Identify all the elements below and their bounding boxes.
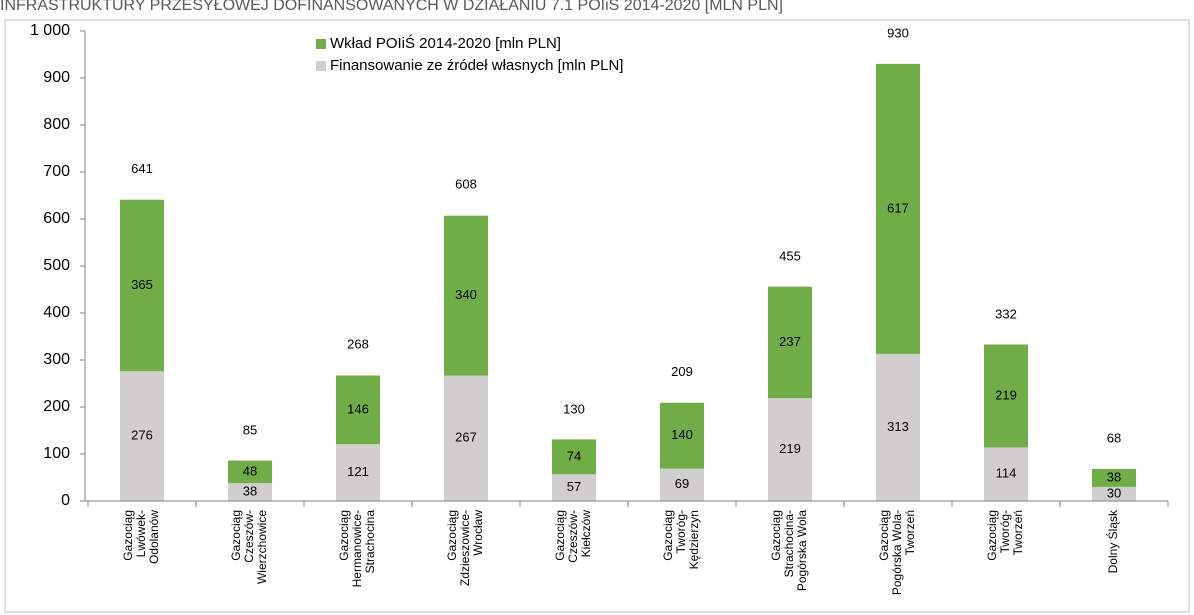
total-label: 455 (779, 249, 801, 264)
x-tick-label: Tworzeń (903, 510, 917, 555)
y-tick-label: 700 (43, 163, 70, 180)
value-label: 74 (567, 448, 581, 463)
legend-swatch (316, 39, 326, 49)
total-label: 130 (563, 401, 585, 416)
value-label: 38 (243, 484, 257, 499)
bar-segment (336, 375, 380, 445)
bar-segment (984, 447, 1028, 501)
bar-segment (876, 63, 920, 354)
bar-segment (1092, 469, 1136, 487)
bar-segment (552, 439, 596, 475)
x-tick-label: Gazociąg (121, 510, 135, 561)
x-tick-label: Gazociąg (985, 510, 999, 561)
chart-title: INFRASTRUKTURY PRZESYŁOWEJ DOFINANSOWANY… (0, 0, 783, 14)
value-label: 267 (455, 430, 477, 445)
total-label: 268 (347, 336, 369, 351)
x-tick-label: Pogórska Wola- (890, 510, 904, 595)
x-tick-label: Lwówek- (134, 510, 148, 557)
x-tick-label: Dolny Śląsk (1105, 509, 1120, 573)
x-tick-label: Tworóg- (998, 510, 1012, 553)
x-tick-label: Kędzierzyn (687, 510, 701, 569)
value-label: 114 (996, 466, 1017, 481)
x-tick-label: Gazociąg (445, 510, 459, 561)
x-tick-label: Gazociąg (877, 510, 891, 561)
x-tick-label: Wierzchowice (255, 510, 269, 584)
x-tick-label: Tworóg- (674, 510, 688, 553)
bar-segment (768, 398, 812, 501)
x-tick-label: Zdzieszowice- (458, 510, 472, 586)
legend-swatch (316, 61, 326, 71)
bar-segment (552, 474, 596, 501)
y-tick-label: 800 (43, 116, 70, 133)
bar-segment (984, 344, 1028, 448)
total-label: 332 (995, 306, 1017, 321)
value-label: 57 (567, 479, 581, 494)
bar-segment (768, 286, 812, 399)
value-label: 140 (671, 427, 693, 442)
bar-segment (120, 199, 164, 372)
y-tick-label: 200 (43, 398, 70, 415)
bar-segment (444, 375, 488, 501)
x-tick-label: Strachocina- (782, 510, 796, 577)
x-tick-label: Czeszów- (566, 510, 580, 563)
x-tick-label: Kiełczów (579, 510, 593, 558)
value-label: 617 (887, 200, 909, 215)
value-label: 219 (779, 441, 801, 456)
value-label: 48 (243, 463, 257, 478)
y-tick-label: 0 (61, 492, 70, 509)
value-label: 69 (675, 476, 689, 491)
x-tick-label: Strachocina (363, 510, 377, 574)
total-label: 68 (1107, 430, 1121, 445)
x-tick-label: Gazociąg (229, 510, 243, 561)
y-tick-label: 100 (43, 445, 70, 462)
bar-segment (228, 483, 272, 501)
x-tick-label: Tworzeń (1011, 510, 1025, 555)
bar-segment (876, 353, 920, 501)
value-label: 146 (347, 401, 369, 416)
total-label: 641 (131, 161, 153, 176)
bar-segment (660, 402, 704, 469)
y-tick-label: 300 (43, 351, 70, 368)
y-tick-label: 1 000 (30, 22, 70, 39)
y-tick-label: 600 (43, 210, 70, 227)
bar-segment (1092, 486, 1136, 501)
total-label: 930 (887, 25, 909, 40)
bar-segment (228, 460, 272, 484)
total-label: 209 (671, 364, 693, 379)
bar-segment (120, 371, 164, 501)
value-label: 276 (131, 428, 153, 443)
x-tick-label: Czeszów- (242, 510, 256, 563)
value-label: 365 (131, 277, 153, 292)
bar-segment (336, 444, 380, 501)
y-tick-label: 400 (43, 304, 70, 321)
legend-label: Wkład POIiŚ 2014-2020 [mln PLN] (330, 34, 561, 52)
y-tick-label: 900 (43, 69, 70, 86)
x-tick-label: Pogórska Wola (795, 510, 809, 591)
x-tick-label: Gazociąg (661, 510, 675, 561)
value-label: 38 (1107, 469, 1121, 484)
x-tick-label: Wrocław (471, 510, 485, 556)
chart-frame (4, 19, 1190, 613)
x-tick-label: Odolanów (147, 510, 161, 564)
x-tick-label: Gazociąg (553, 510, 567, 561)
value-label: 121 (347, 464, 369, 479)
y-tick-label: 500 (43, 257, 70, 274)
value-label: 340 (455, 287, 477, 302)
total-label: 608 (455, 177, 477, 192)
value-label: 313 (887, 419, 909, 434)
x-tick-label: Hermanowice- (350, 510, 364, 587)
legend-label: Finansowanie ze źródeł własnych [mln PLN… (330, 57, 623, 74)
value-label: 30 (1107, 485, 1121, 500)
x-tick-label: Gazociąg (769, 510, 783, 561)
bar-segment (660, 468, 704, 501)
bar-segment (444, 215, 488, 376)
value-label: 237 (779, 334, 801, 349)
x-tick-label: Gazociąg (337, 510, 351, 561)
total-label: 85 (243, 422, 257, 437)
value-label: 219 (995, 387, 1017, 402)
